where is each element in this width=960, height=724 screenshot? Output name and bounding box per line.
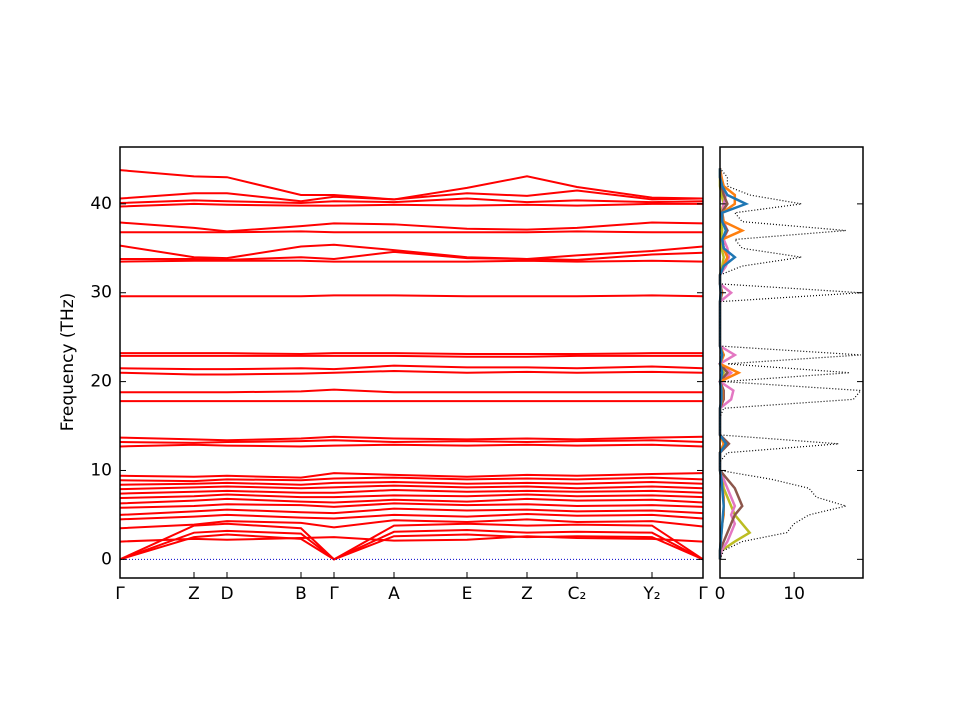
band-line [120,294,704,298]
band-line [120,354,703,358]
y-tick-label: 20 [90,372,112,392]
x-tick-label: Γ [698,584,708,604]
x-tick-label: Y₂ [642,584,660,604]
plot-frame [119,146,704,579]
band-line [119,518,704,530]
band-line [119,502,704,509]
x-tick-label: Γ [115,584,125,604]
band-line [119,476,704,483]
y-axis-label: Frequency (THz) [58,293,78,432]
band-line [119,202,703,208]
band-line [119,435,704,442]
y-tick-label: 30 [90,283,112,303]
y-tick-label: 0 [101,549,112,569]
band-line [119,243,704,260]
x-tick-label: E [462,584,473,604]
x-tick-label: C₂ [568,584,587,604]
y-tick-label: 10 [90,460,112,480]
band-line [119,535,704,543]
band-line [119,489,704,495]
x-tick-label: Γ [329,584,339,604]
band-line [119,497,704,505]
band-line [119,369,704,376]
band-line [119,443,704,448]
y-tick-label: 40 [90,194,112,214]
x-tick-label: 0 [715,584,726,604]
band-line [120,388,703,394]
band-line [119,364,704,371]
band-line [119,493,704,500]
band-line [119,484,704,491]
x-tick-label: D [220,584,233,604]
dos-frame [719,146,864,579]
band-line [119,513,704,521]
x-tick-label: 10 [783,584,805,604]
band-line [119,259,704,263]
band-line [119,507,704,516]
band-line [120,230,703,234]
x-tick-label: Z [521,584,533,604]
band-line [119,472,704,479]
band-line [119,529,704,561]
band-line [119,221,704,233]
x-tick-label: A [388,584,400,604]
x-tick-label: Z [188,584,200,604]
band-line [119,481,704,486]
x-tick-label: B [295,584,307,604]
band-line [119,533,704,561]
total-dos [719,167,862,560]
band-line [119,439,704,444]
band-line [119,169,704,201]
band-line [119,522,704,561]
band-line [120,352,703,356]
band-line [120,250,704,261]
band-line [119,197,704,204]
